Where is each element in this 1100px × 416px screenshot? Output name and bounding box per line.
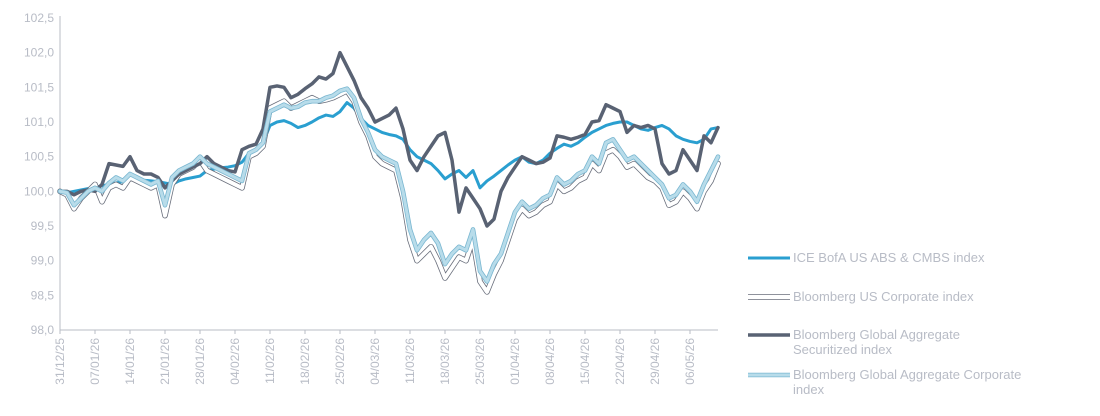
legend-item-1: Bloomberg US Corporate index (748, 289, 974, 304)
x-tick-label: 08/04/26 (543, 338, 557, 385)
x-tick-label: 14/01/26 (123, 338, 137, 385)
x-tick-label: 04/02/26 (228, 338, 242, 385)
y-tick-label: 101,0 (24, 115, 54, 129)
x-tick-label: 07/01/26 (88, 338, 102, 385)
y-tick-label: 99,0 (31, 254, 55, 268)
x-tick-label: 11/03/26 (403, 338, 417, 384)
legend-item-0: ICE BofA US ABS & CMBS index (748, 250, 985, 265)
x-tick-label: 18/02/26 (298, 338, 312, 385)
x-tick-label: 29/04/26 (648, 338, 662, 385)
x-tick-label: 31/12/25 (53, 338, 67, 385)
x-tick-label: 01/04/26 (508, 338, 522, 385)
series-line-3 (58, 87, 720, 283)
x-tick-label: 11/02/26 (263, 338, 277, 384)
y-tick-label: 102,0 (24, 46, 54, 60)
y-tick-label: 100,0 (24, 184, 54, 198)
x-tick-label: 25/03/26 (473, 338, 487, 385)
y-tick-label: 99,5 (31, 219, 55, 233)
y-tick-label: 102,5 (24, 11, 54, 25)
x-tick-label: 22/04/26 (613, 338, 627, 385)
x-tick-label: 18/03/26 (438, 338, 452, 385)
x-tick-label: 21/01/26 (158, 338, 172, 385)
x-tick-label: 04/03/26 (368, 338, 382, 385)
x-tick-label: 15/04/26 (578, 338, 592, 385)
legend-label: Bloomberg Global Aggregate Corporate inde… (793, 367, 1021, 397)
legend-label: Bloomberg US Corporate index (793, 289, 974, 304)
y-tick-label: 98,0 (31, 323, 55, 337)
x-tick-label: 28/01/26 (193, 338, 207, 385)
series-layer (57, 50, 721, 295)
legend-item-3: Bloomberg Global Aggregate Corporate inde… (748, 367, 1021, 397)
x-tick-label: 06/05/26 (683, 338, 697, 385)
legend-label: Bloomberg Global Aggregate Securitized in… (793, 327, 960, 357)
legend: ICE BofA US ABS & CMBS index Bloomberg US… (748, 250, 1021, 397)
legend-label: ICE BofA US ABS & CMBS index (793, 250, 985, 265)
x-tick-label: 25/02/26 (333, 338, 347, 385)
x-axis: 31/12/25 07/01/26 14/01/26 21/01/26 28/01/26… (53, 329, 718, 385)
y-tick-label: 101,5 (24, 80, 54, 94)
y-axis: 98,0 98,5 99,0 99,5 100,0 100,5 101,0 101,5 102,… (24, 11, 61, 337)
y-tick-label: 98,5 (31, 288, 55, 302)
legend-item-2: Bloomberg Global Aggregate Securitized in… (748, 327, 960, 357)
y-tick-label: 100,5 (24, 150, 54, 164)
